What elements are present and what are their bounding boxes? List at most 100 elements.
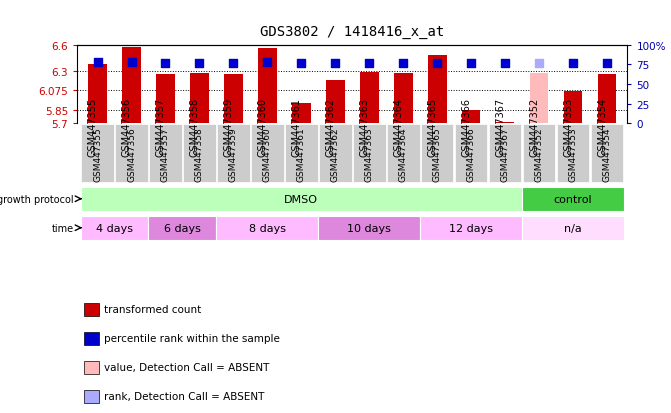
FancyBboxPatch shape	[115, 125, 148, 183]
Text: GSM447364: GSM447364	[399, 127, 408, 181]
Point	[500, 61, 511, 68]
FancyBboxPatch shape	[183, 125, 216, 183]
Point	[126, 59, 137, 66]
Point	[330, 61, 341, 68]
Text: GSM447366: GSM447366	[466, 126, 476, 181]
FancyBboxPatch shape	[318, 216, 420, 240]
FancyBboxPatch shape	[488, 125, 521, 183]
Text: GSM447356: GSM447356	[121, 97, 132, 157]
Text: 4 days: 4 days	[96, 223, 133, 233]
Text: GSM447355: GSM447355	[93, 126, 102, 181]
FancyBboxPatch shape	[522, 216, 624, 240]
Text: GSM447352: GSM447352	[535, 127, 544, 181]
Text: percentile rank within the sample: percentile rank within the sample	[104, 334, 280, 344]
Bar	[462, 111, 480, 124]
Text: 12 days: 12 days	[449, 223, 493, 233]
Bar	[394, 74, 413, 124]
FancyBboxPatch shape	[387, 125, 419, 183]
Bar	[258, 49, 276, 124]
Bar	[292, 104, 311, 124]
Text: GSM447357: GSM447357	[161, 126, 170, 181]
Bar	[88, 64, 107, 124]
FancyBboxPatch shape	[217, 125, 250, 183]
FancyBboxPatch shape	[285, 125, 317, 183]
Text: GSM447362: GSM447362	[325, 97, 336, 157]
FancyBboxPatch shape	[455, 125, 487, 183]
Text: GSM447352: GSM447352	[529, 97, 539, 157]
Text: GSM447356: GSM447356	[127, 126, 136, 181]
Text: GSM447358: GSM447358	[189, 97, 199, 157]
Point	[568, 61, 578, 68]
Text: GSM447364: GSM447364	[393, 97, 403, 157]
Text: GSM447365: GSM447365	[427, 97, 437, 157]
Text: GSM447363: GSM447363	[365, 126, 374, 181]
Bar	[529, 74, 548, 124]
FancyBboxPatch shape	[421, 125, 454, 183]
Point	[364, 61, 374, 68]
Text: GSM447355: GSM447355	[87, 97, 97, 157]
FancyBboxPatch shape	[522, 187, 624, 211]
FancyBboxPatch shape	[353, 125, 386, 183]
Text: GSM447354: GSM447354	[603, 127, 611, 181]
Bar	[428, 56, 446, 124]
Text: GSM447367: GSM447367	[495, 97, 505, 157]
Point	[262, 59, 272, 66]
Bar	[224, 75, 243, 124]
Bar	[122, 48, 141, 124]
FancyBboxPatch shape	[251, 125, 284, 183]
FancyBboxPatch shape	[590, 125, 623, 183]
Bar	[598, 75, 617, 124]
Text: GSM447353: GSM447353	[563, 97, 573, 157]
Text: GSM447358: GSM447358	[195, 126, 204, 181]
Point	[533, 61, 544, 68]
FancyBboxPatch shape	[217, 216, 318, 240]
Text: rank, Detection Call = ABSENT: rank, Detection Call = ABSENT	[104, 392, 264, 401]
Point	[466, 61, 476, 68]
Point	[602, 61, 613, 68]
FancyBboxPatch shape	[81, 187, 522, 211]
FancyBboxPatch shape	[149, 125, 182, 183]
Text: transformed count: transformed count	[104, 305, 201, 315]
Bar	[326, 81, 345, 124]
Bar	[360, 72, 378, 124]
FancyBboxPatch shape	[81, 125, 114, 183]
Text: 6 days: 6 days	[164, 223, 201, 233]
FancyBboxPatch shape	[557, 125, 589, 183]
Bar	[496, 123, 515, 124]
Text: GSM447357: GSM447357	[156, 97, 166, 157]
FancyBboxPatch shape	[81, 216, 148, 240]
Bar	[156, 75, 175, 124]
Point	[194, 61, 205, 68]
Text: GDS3802 / 1418416_x_at: GDS3802 / 1418416_x_at	[260, 25, 444, 39]
Text: GSM447362: GSM447362	[331, 127, 340, 181]
Text: GSM447361: GSM447361	[291, 97, 301, 157]
Text: 10 days: 10 days	[348, 223, 391, 233]
Point	[432, 61, 443, 68]
Text: GSM447361: GSM447361	[297, 126, 306, 181]
Bar	[190, 74, 209, 124]
Text: GSM447365: GSM447365	[433, 126, 442, 181]
Text: GSM447359: GSM447359	[229, 126, 238, 181]
Text: n/a: n/a	[564, 223, 582, 233]
Text: GSM447353: GSM447353	[568, 126, 578, 181]
Text: GSM447360: GSM447360	[258, 97, 267, 157]
Point	[160, 61, 171, 68]
Point	[296, 61, 307, 68]
Text: GSM447354: GSM447354	[597, 97, 607, 157]
Text: GSM447360: GSM447360	[263, 126, 272, 181]
Point	[398, 61, 409, 68]
Point	[92, 59, 103, 66]
Text: value, Detection Call = ABSENT: value, Detection Call = ABSENT	[104, 363, 269, 373]
Text: growth protocol: growth protocol	[0, 194, 74, 204]
FancyBboxPatch shape	[523, 125, 556, 183]
Bar	[564, 92, 582, 124]
Text: GSM447363: GSM447363	[359, 97, 369, 157]
Text: GSM447359: GSM447359	[223, 97, 234, 157]
FancyBboxPatch shape	[319, 125, 352, 183]
Text: GSM447366: GSM447366	[461, 97, 471, 157]
FancyBboxPatch shape	[148, 216, 217, 240]
Text: DMSO: DMSO	[285, 194, 318, 204]
Text: 8 days: 8 days	[249, 223, 286, 233]
FancyBboxPatch shape	[420, 216, 522, 240]
Point	[228, 61, 239, 68]
